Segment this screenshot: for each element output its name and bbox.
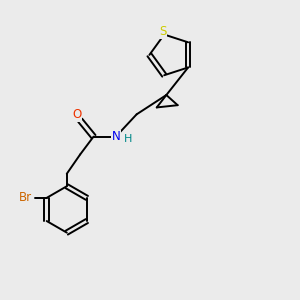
- Text: S: S: [159, 25, 166, 38]
- Text: O: O: [73, 108, 82, 122]
- Text: H: H: [124, 134, 133, 144]
- Text: Br: Br: [19, 191, 32, 204]
- Text: N: N: [111, 130, 120, 143]
